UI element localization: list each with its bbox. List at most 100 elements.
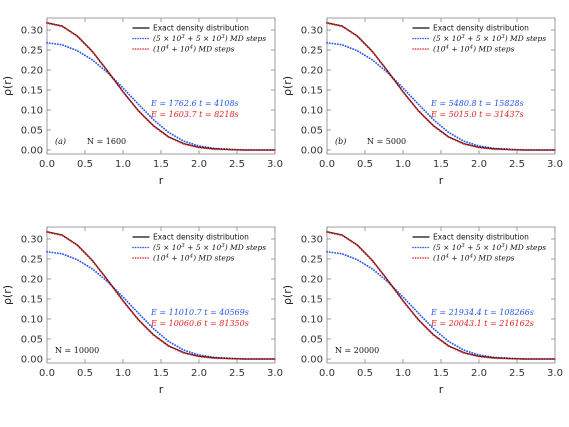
- legend-label-1: Exact density distribution: [153, 24, 249, 33]
- legend-label-2: (5 × 103 + 5 × 103) MD steps: [153, 34, 266, 43]
- y-tick-label: 0.00: [301, 355, 323, 366]
- energy-time-annotation-1: E = 11010.7 t = 40569s: [150, 308, 249, 317]
- y-tick-label: 0.25: [301, 255, 323, 266]
- x-tick-label: 1.0: [115, 368, 131, 379]
- chart-panel-2: 0.0 0.5 1.0 1.5 2.0 2.5 3.0 0.00 0.05 0.10 0.15 0.2…: [281, 17, 563, 187]
- y-tick-label: 0.00: [301, 146, 323, 157]
- x-tick-label: 0.5: [77, 368, 93, 379]
- x-axis-label: r: [439, 383, 444, 396]
- legend-label-3: (104 + 104) MD steps: [433, 254, 515, 263]
- x-tick-label: 2.0: [471, 159, 487, 170]
- y-tick-label: 0.20: [301, 275, 323, 286]
- x-tick-label: 0.0: [319, 368, 335, 379]
- y-tick-label: 0.10: [21, 106, 43, 117]
- x-tick-label: 2.0: [191, 159, 207, 170]
- y-tick-label: 0.20: [21, 66, 43, 77]
- y-tick-label: 0.25: [301, 46, 323, 57]
- energy-time-annotation-1: E = 21934.4 t = 108266s: [430, 308, 534, 317]
- energy-time-annotation-2: E = 20043.1 t = 216162s: [430, 319, 534, 328]
- x-axis-label: r: [439, 174, 444, 187]
- series-line-2: [46, 41, 276, 151]
- x-tick-label: 2.0: [191, 368, 207, 379]
- x-tick-label: 0.5: [357, 368, 373, 379]
- y-tick-label: 0.30: [21, 26, 43, 37]
- y-tick-label: 0.25: [21, 255, 43, 266]
- y-tick-label: 0.25: [21, 46, 43, 57]
- panel-label: (b): [335, 137, 346, 146]
- x-tick-label: 2.5: [229, 159, 245, 170]
- y-axis-label: ρ(r): [1, 76, 14, 96]
- series-line-3: [326, 22, 556, 151]
- x-tick-label: 1.5: [153, 159, 169, 170]
- series-line-2: [326, 250, 556, 360]
- legend-label-2: (5 × 103 + 5 × 103) MD steps: [433, 34, 546, 43]
- y-axis-label: ρ(r): [281, 76, 294, 96]
- series-line-3: [46, 22, 276, 151]
- series-line-2: [46, 250, 276, 360]
- energy-time-annotation-2: E = 10060.6 t = 81350s: [150, 319, 249, 328]
- n-label: N = 1600: [87, 137, 126, 146]
- y-tick-label: 0.00: [21, 146, 43, 157]
- x-tick-label: 2.5: [229, 368, 245, 379]
- y-tick-label: 0.10: [301, 106, 323, 117]
- y-axis-label: ρ(r): [1, 285, 14, 305]
- y-tick-label: 0.30: [21, 235, 43, 246]
- x-tick-label: 3.0: [267, 368, 283, 379]
- y-tick-label: 0.10: [21, 315, 43, 326]
- x-tick-label: 0.0: [39, 368, 55, 379]
- y-tick-label: 0.15: [21, 295, 43, 306]
- panel-label: (a): [55, 137, 66, 146]
- x-tick-label: 0.5: [77, 159, 93, 170]
- series-line-2: [326, 41, 556, 151]
- y-tick-label: 0.15: [301, 86, 323, 97]
- chart-panel-4: 0.0 0.5 1.0 1.5 2.0 2.5 3.0 0.00 0.05 0.10 0.15 0.2…: [281, 226, 563, 396]
- series-line-3: [46, 231, 276, 360]
- y-tick-label: 0.30: [301, 235, 323, 246]
- n-label: N = 10000: [55, 346, 99, 355]
- series-line-3: [326, 231, 556, 360]
- y-tick-label: 0.05: [301, 126, 323, 137]
- n-label: N = 5000: [367, 137, 406, 146]
- x-tick-label: 1.5: [433, 159, 449, 170]
- x-tick-label: 3.0: [547, 368, 563, 379]
- energy-time-annotation-1: E = 1762.6 t = 4108s: [150, 99, 239, 108]
- y-tick-label: 0.15: [301, 295, 323, 306]
- legend-label-1: Exact density distribution: [433, 233, 529, 242]
- legend-label-3: (104 + 104) MD steps: [433, 45, 515, 54]
- x-tick-label: 2.0: [471, 368, 487, 379]
- y-tick-label: 0.20: [301, 66, 323, 77]
- legend-label-2: (5 × 103 + 5 × 103) MD steps: [433, 243, 546, 252]
- y-tick-label: 0.05: [301, 335, 323, 346]
- energy-time-annotation-2: E = 1603.7 t = 8218s: [150, 110, 239, 119]
- x-tick-label: 1.0: [115, 159, 131, 170]
- x-tick-label: 3.0: [267, 159, 283, 170]
- legend-label-1: Exact density distribution: [153, 233, 249, 242]
- y-axis-label: ρ(r): [281, 285, 294, 305]
- x-tick-label: 2.5: [509, 159, 525, 170]
- y-tick-label: 0.00: [21, 355, 43, 366]
- x-tick-label: 3.0: [547, 159, 563, 170]
- legend-label-3: (104 + 104) MD steps: [153, 254, 235, 263]
- x-tick-label: 2.5: [509, 368, 525, 379]
- chart-panel-1: 0.0 0.5 1.0 1.5 2.0 2.5 3.0 0.00 0.05 0.10 0.15 0.2…: [1, 17, 283, 187]
- x-tick-label: 1.5: [153, 368, 169, 379]
- y-tick-label: 0.10: [301, 315, 323, 326]
- x-tick-label: 0.0: [319, 159, 335, 170]
- x-tick-label: 0.0: [39, 159, 55, 170]
- legend-label-3: (104 + 104) MD steps: [153, 45, 235, 54]
- n-label: N = 20000: [335, 346, 379, 355]
- y-tick-label: 0.05: [21, 126, 43, 137]
- y-tick-label: 0.15: [21, 86, 43, 97]
- x-tick-label: 0.5: [357, 159, 373, 170]
- x-axis-label: r: [159, 174, 164, 187]
- energy-time-annotation-2: E = 5015.0 t = 31437s: [430, 110, 524, 119]
- legend-label-1: Exact density distribution: [433, 24, 529, 33]
- x-tick-label: 1.5: [433, 368, 449, 379]
- y-tick-label: 0.20: [21, 275, 43, 286]
- y-tick-label: 0.05: [21, 335, 43, 346]
- x-tick-label: 1.0: [395, 159, 411, 170]
- x-axis-label: r: [159, 383, 164, 396]
- x-tick-label: 1.0: [395, 368, 411, 379]
- y-tick-label: 0.30: [301, 26, 323, 37]
